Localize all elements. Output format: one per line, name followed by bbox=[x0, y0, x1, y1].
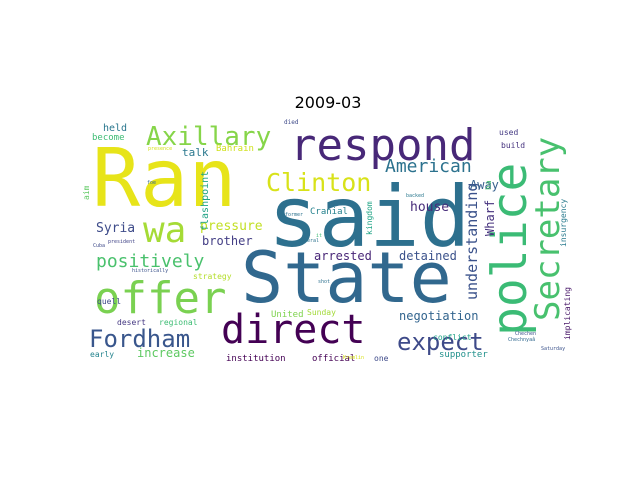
word-positively: positively bbox=[96, 251, 205, 272]
word-died: died bbox=[284, 119, 299, 126]
word-police: police bbox=[482, 163, 538, 336]
word-cranial: Cranial bbox=[310, 207, 348, 217]
word-house: house bbox=[410, 200, 449, 215]
word-general: general bbox=[298, 238, 319, 244]
word-aim: aim bbox=[82, 185, 91, 200]
word-state: State bbox=[241, 237, 452, 319]
word-direct: direct bbox=[221, 307, 366, 353]
word-presence: presence bbox=[148, 146, 172, 152]
word-arrested: arrested bbox=[314, 249, 372, 263]
word-strategy: strategy bbox=[193, 272, 232, 281]
word-respond: respond bbox=[290, 120, 475, 171]
word-detained: detained bbox=[399, 249, 457, 263]
word-backed: backed bbox=[406, 193, 424, 199]
word-cloud-background bbox=[85, 115, 572, 365]
word-understanding: understanding bbox=[463, 183, 481, 300]
word-clinton: Clinton bbox=[266, 168, 371, 197]
word-bahrain: Bahrain bbox=[216, 144, 254, 154]
word-one: one bbox=[374, 354, 389, 363]
chart-title: 2009-03 bbox=[294, 93, 362, 112]
word-president: president bbox=[108, 239, 135, 245]
word-institution: institution bbox=[226, 354, 286, 364]
word-fordham: Fordham bbox=[89, 325, 190, 353]
word-increase: increase bbox=[137, 346, 195, 360]
word-sunday: Sunday bbox=[307, 308, 336, 317]
word-official: official bbox=[312, 354, 355, 364]
word-held: held bbox=[103, 123, 127, 134]
word-cuba: Cuba bbox=[93, 243, 105, 249]
word-expect: expect bbox=[397, 328, 484, 356]
word-chechnya: Chechnyaâ bbox=[508, 336, 535, 343]
word-implicating: implicating bbox=[563, 287, 572, 340]
word-secretary: Secretary bbox=[528, 137, 568, 321]
word-ran: Ran bbox=[92, 132, 237, 225]
word-conflict: conflict bbox=[433, 333, 472, 342]
word-kremlin: Kremlin bbox=[343, 355, 364, 361]
word-desert: desert bbox=[117, 318, 146, 327]
word-foe: foe bbox=[147, 180, 156, 186]
word-chechen: Chechen bbox=[515, 331, 536, 337]
word-early: early bbox=[90, 350, 114, 359]
word-quell: quell bbox=[97, 297, 121, 306]
word-said: said bbox=[268, 168, 470, 266]
word-negotiation: negotiation bbox=[399, 309, 478, 323]
word-used: used bbox=[499, 128, 518, 137]
word-talk: talk bbox=[182, 146, 209, 159]
word-pressure: pressure bbox=[200, 219, 263, 234]
word-away: Away bbox=[470, 178, 499, 192]
word-ha: ha bbox=[484, 180, 493, 190]
word-offer: offer bbox=[94, 273, 226, 324]
word-former: former bbox=[285, 212, 303, 218]
word-flashpoint: flashpoint bbox=[200, 171, 211, 231]
word-supporter: supporter bbox=[439, 350, 488, 360]
word-it: it bbox=[316, 233, 322, 239]
word-american: American bbox=[385, 156, 472, 177]
word-build: build bbox=[501, 141, 525, 150]
word-saturday: Saturday bbox=[541, 346, 565, 352]
word-wa: wa bbox=[143, 210, 186, 251]
word-regional: regional bbox=[159, 318, 198, 327]
word-kingdom: kingdom bbox=[365, 201, 374, 235]
word-brother: brother bbox=[202, 234, 253, 248]
word-insurgency: insurgency bbox=[559, 199, 568, 247]
word-axillary: Axillary bbox=[146, 122, 271, 152]
word-become: become bbox=[92, 133, 125, 143]
word-united: United bbox=[271, 310, 304, 320]
word-syria: Syria bbox=[96, 221, 135, 236]
word-historically: historically bbox=[132, 268, 168, 274]
word-shot: shot bbox=[318, 279, 330, 285]
word-wharf: Wharf bbox=[483, 200, 497, 236]
